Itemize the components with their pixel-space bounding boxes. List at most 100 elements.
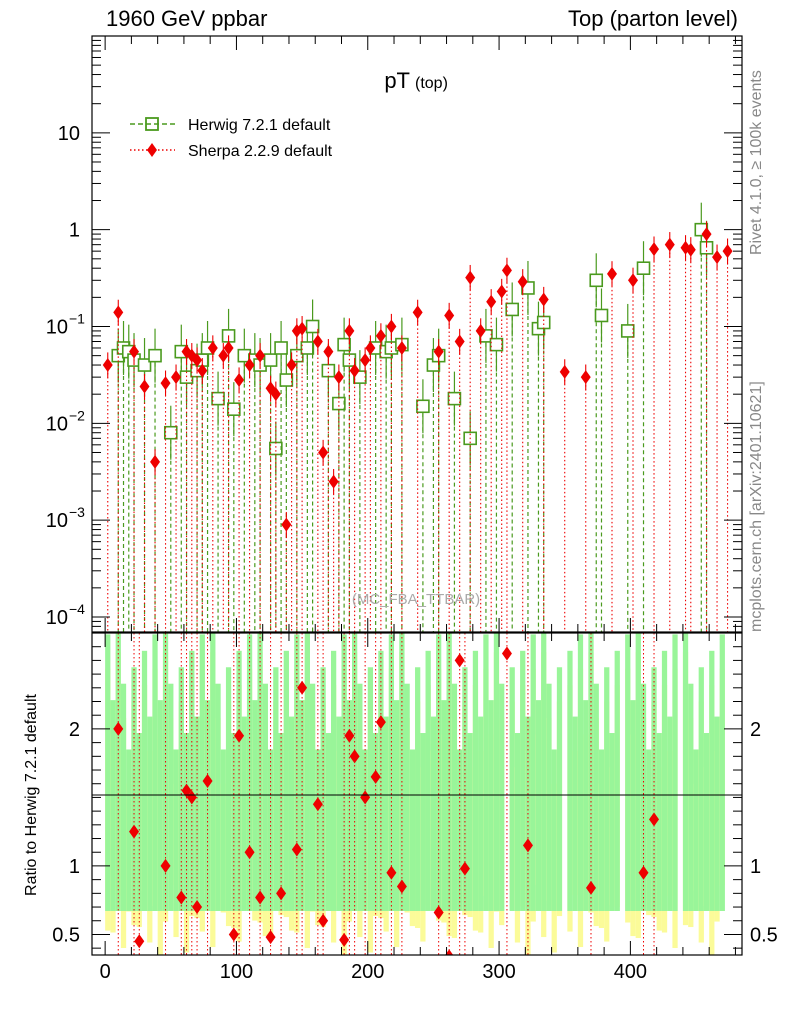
ratio-point	[176, 890, 187, 905]
ratio-point	[192, 900, 203, 915]
ratio-point	[349, 749, 360, 764]
ratio-point	[375, 715, 386, 730]
sherpa-point	[192, 353, 203, 368]
herwig-point	[263, 353, 278, 367]
sherpa-point	[244, 358, 255, 373]
ratio-y-tick-label-right: 2	[750, 719, 761, 741]
ratio-band-green	[241, 716, 247, 911]
ratio-point	[160, 858, 171, 873]
sherpa-point	[281, 517, 292, 532]
watermark: (MC_FBA_TTBAR)	[352, 591, 480, 608]
ratio-point	[244, 845, 255, 860]
sherpa-point	[538, 292, 549, 307]
ratio-band-green	[262, 683, 268, 911]
ratio-band-green	[304, 633, 310, 911]
ratio-band-green	[246, 634, 253, 911]
herwig-point	[536, 315, 551, 330]
ratio-band-green	[147, 716, 153, 911]
x-tick-label: 200	[351, 961, 384, 983]
ratio-band-green	[483, 634, 489, 911]
ratio-point	[396, 879, 407, 894]
ratio-band-green	[614, 650, 620, 911]
sherpa-point	[386, 319, 397, 334]
ratio-y-tick-label: 0.5	[52, 924, 80, 946]
herwig-point	[337, 337, 351, 352]
sherpa-point	[323, 344, 334, 359]
ratio-band-green	[336, 716, 342, 911]
ratio-band-green	[283, 650, 289, 911]
ratio-band-green	[288, 716, 295, 911]
ratio-band-green	[162, 633, 169, 911]
sherpa-point	[559, 364, 570, 379]
sherpa-series	[102, 221, 733, 632]
ratio-band-green	[451, 683, 458, 911]
sherpa-point	[234, 373, 245, 388]
sherpa-point	[396, 340, 407, 355]
plot-title-sub: (top)	[415, 75, 448, 92]
ratio-band-green	[294, 634, 300, 911]
ratio-point	[312, 797, 323, 812]
sherpa-point	[360, 353, 371, 368]
ratio-band-green	[325, 733, 331, 911]
ratio-band-green	[441, 700, 447, 911]
ratio-band-green	[173, 749, 179, 911]
ratio-band-green	[236, 650, 242, 911]
ratio-band-green	[210, 633, 216, 911]
ratio-frame	[91, 632, 743, 956]
ratio-band-green	[472, 650, 479, 911]
ratio-band-green	[115, 633, 121, 911]
ratio-band-green	[152, 634, 158, 911]
ratio-band-green	[415, 667, 421, 911]
y-tick-label: 10	[58, 123, 80, 145]
ratio-point	[297, 680, 308, 695]
ratio-band-green	[257, 633, 263, 911]
ratio-point	[129, 824, 140, 839]
sherpa-point	[701, 227, 712, 242]
sherpa-point	[649, 242, 660, 257]
ratio-band-green	[357, 683, 363, 911]
ratio-point	[186, 790, 197, 805]
herwig-point	[636, 261, 651, 276]
ratio-point	[585, 880, 596, 895]
ratio-band-green	[157, 700, 163, 911]
y-tick-label: 10	[46, 510, 68, 532]
ratio-band-green	[378, 650, 384, 911]
sherpa-point	[517, 274, 528, 289]
ratio-band-green	[225, 667, 232, 911]
ratio-band-green	[625, 634, 631, 911]
ratio-band-green	[520, 650, 526, 911]
herwig-point	[227, 402, 241, 416]
x-tick-label: 100	[220, 961, 253, 983]
herwig-point	[274, 341, 288, 355]
ratio-y-tick-label-right: 0.5	[750, 924, 778, 946]
sherpa-point	[344, 323, 355, 338]
legend-sherpa-marker	[147, 143, 157, 157]
ratio-band-green	[341, 634, 347, 911]
ratio-band-green	[604, 667, 610, 911]
herwig-point	[305, 319, 320, 334]
sherpa-point	[171, 370, 182, 385]
ratio-band-green	[530, 634, 536, 911]
plot-title: pT	[384, 68, 410, 93]
ratio-band-green	[126, 749, 132, 911]
x-tick-label: 300	[482, 961, 515, 983]
sherpa-point	[318, 445, 329, 460]
ratio-point	[318, 913, 329, 928]
ratio-band-green	[672, 634, 678, 911]
ratio-point	[501, 646, 512, 661]
ratio-point	[181, 783, 192, 798]
y-tick-exponent: −4	[69, 601, 85, 617]
ratio-band-green	[252, 700, 258, 911]
ratio-band-green	[703, 733, 710, 911]
sherpa-point	[496, 284, 507, 299]
sherpa-point	[454, 334, 465, 349]
ratio-band-green	[383, 716, 389, 911]
herwig-point	[279, 373, 294, 387]
ratio-band-green	[646, 749, 652, 911]
ratio-ylabel: Ratio to Herwig 7.2.1 default	[23, 694, 40, 896]
ratio-band-green	[541, 633, 547, 911]
ratio-point	[228, 927, 239, 942]
ratio-point	[433, 905, 444, 920]
sherpa-point	[286, 358, 297, 373]
ratio-band-green	[719, 634, 725, 911]
